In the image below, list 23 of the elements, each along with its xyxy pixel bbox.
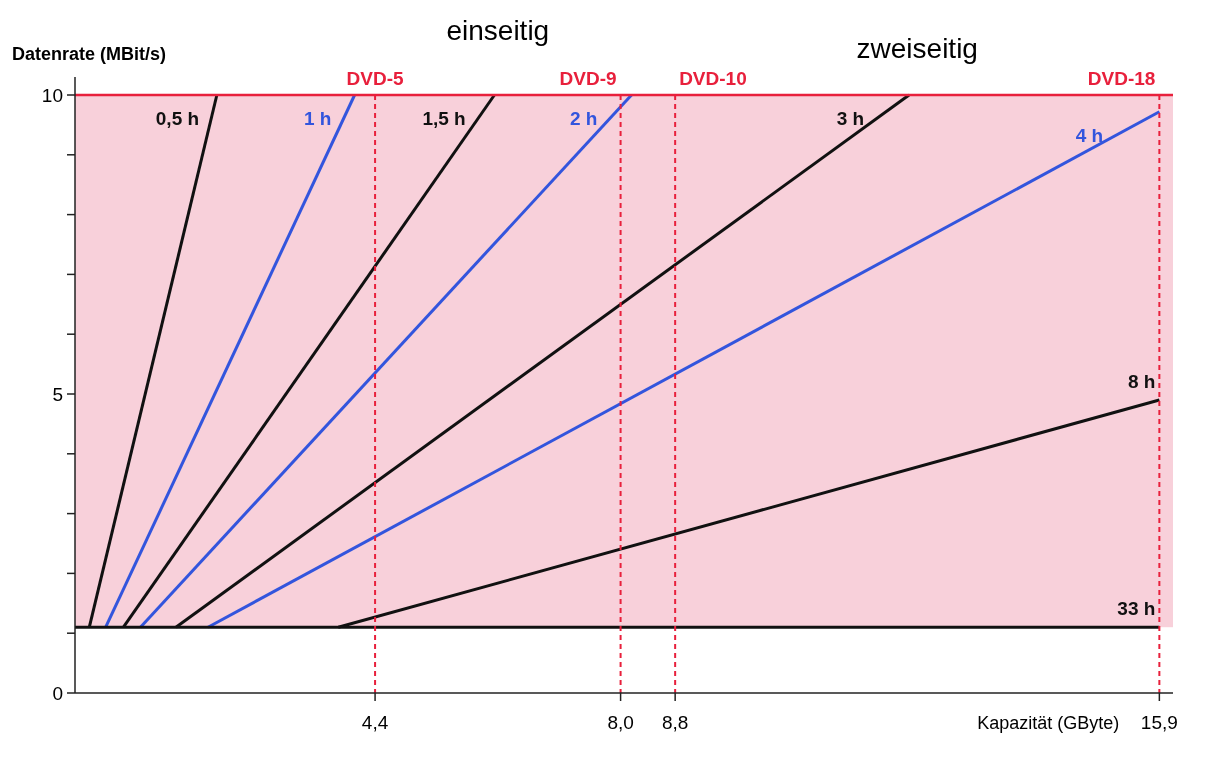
- x-axis-title: Kapazität (GByte): [977, 713, 1120, 733]
- y-tick-label: 10: [41, 84, 63, 106]
- series-label: 4 h: [1075, 124, 1104, 146]
- series-label: 0,5 h: [155, 107, 200, 129]
- series-label: 1,5 h: [422, 107, 466, 129]
- series-label: 1 h: [303, 107, 332, 129]
- x-tick-label: 15,9: [1140, 712, 1178, 733]
- y-tick-label: 5: [52, 383, 63, 405]
- series-label: 2 h: [569, 107, 598, 129]
- ref-line-label: DVD-9: [559, 68, 617, 89]
- series-label: 33 h: [1117, 598, 1156, 620]
- ref-line-label: DVD-10: [679, 68, 747, 89]
- ref-line-label: DVD-18: [1087, 68, 1156, 89]
- y-axis-title: Datenrate (MBit/s): [12, 44, 167, 64]
- ref-line-label: DVD-5: [346, 68, 405, 89]
- y-tick-label: 0: [52, 682, 63, 704]
- text: zweiseitig: [856, 33, 978, 64]
- x-tick-label: 8,8: [661, 712, 689, 733]
- series-label: 3 h: [836, 107, 865, 129]
- text: einseitig: [446, 15, 550, 46]
- x-tick-label: 4,4: [361, 712, 389, 733]
- x-tick-label: 8,0: [607, 712, 634, 733]
- series-label: 8 h: [1127, 370, 1156, 392]
